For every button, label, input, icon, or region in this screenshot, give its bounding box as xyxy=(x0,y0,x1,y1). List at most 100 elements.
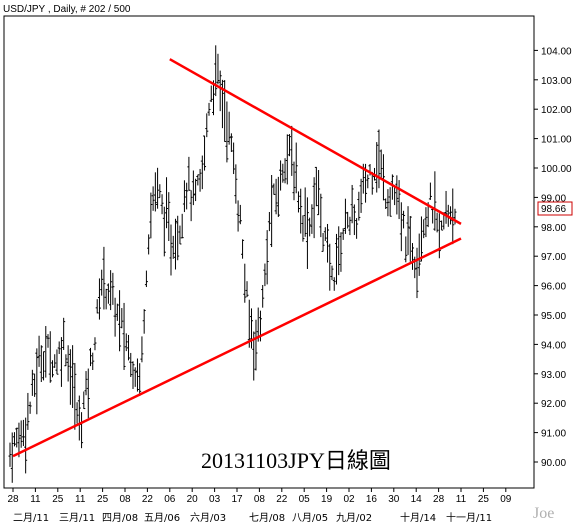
y-tick-label: 98.00 xyxy=(541,223,566,234)
ohlc-bar xyxy=(402,210,406,229)
ohlc-bar xyxy=(218,70,222,112)
ohlc-bar xyxy=(283,158,287,184)
ohlc-bar xyxy=(317,170,321,216)
ohlc-bar xyxy=(75,402,79,424)
ohlc-bar xyxy=(341,228,345,240)
ohlc-bar xyxy=(288,134,292,157)
ohlc-bar xyxy=(17,422,21,458)
x-month-label: 八月/05 xyxy=(292,512,328,524)
ohlc-bar xyxy=(270,175,274,248)
ohlc-bar xyxy=(111,272,115,305)
ohlc-bar xyxy=(160,194,164,215)
ohlc-bar xyxy=(323,227,327,241)
x-day-label: 11 xyxy=(456,494,467,505)
ohlc-bar xyxy=(276,176,280,217)
ohlc-bar xyxy=(205,113,209,138)
ohlc-bar xyxy=(142,309,146,334)
ohlc-bar xyxy=(106,283,110,304)
ohlc-bar xyxy=(352,204,356,236)
x-month-label: 三月/11 xyxy=(59,512,95,524)
ohlc-bar xyxy=(59,337,63,387)
ohlc-bar xyxy=(185,182,189,210)
ohlc-bar xyxy=(127,334,131,361)
ohlc-bar xyxy=(319,193,323,238)
ohlc-bar xyxy=(30,369,34,396)
ohlc-bar xyxy=(444,190,448,224)
x-day-label: 03 xyxy=(209,494,221,505)
ohlc-bar xyxy=(104,288,108,310)
ohlc-bar xyxy=(8,442,12,467)
ohlc-bar xyxy=(124,333,128,352)
ohlc-bar xyxy=(95,299,99,314)
ohlc-bar xyxy=(399,202,403,252)
ohlc-bar xyxy=(173,218,177,270)
ohlc-bar xyxy=(182,180,186,213)
y-tick-label: 95.00 xyxy=(541,311,566,322)
ohlc-bar xyxy=(337,226,341,276)
ohlc-bar xyxy=(21,419,25,447)
ohlc-bar xyxy=(305,197,309,269)
ohlc-bar xyxy=(68,349,72,405)
y-tick-label: 97.00 xyxy=(541,252,566,263)
ohlc-bar xyxy=(158,184,162,199)
ohlc-bar xyxy=(422,219,426,239)
x-day-label: 20 xyxy=(187,494,199,505)
ohlc-bar xyxy=(415,247,419,299)
ohlc-bar xyxy=(292,161,296,201)
ohlc-bar xyxy=(303,187,307,237)
ohlc-bar xyxy=(236,200,240,232)
ohlc-bar xyxy=(243,263,247,303)
ohlc-bar xyxy=(120,308,124,329)
watermark: Joe xyxy=(533,505,554,522)
ohlc-bar xyxy=(100,269,104,296)
ohlc-bar xyxy=(274,178,278,215)
ohlc-bar xyxy=(171,235,175,259)
ohlc-bar xyxy=(113,297,117,337)
ohlc-bar xyxy=(214,45,218,97)
ohlc-bar xyxy=(395,175,399,215)
ohlc-bar xyxy=(328,243,332,291)
ohlc-bar xyxy=(234,164,238,204)
ohlc-bar xyxy=(187,156,191,191)
ohlc-bar xyxy=(42,351,46,381)
ohlc-bar xyxy=(265,230,269,285)
ohlc-bar xyxy=(388,187,392,217)
ohlc-bar xyxy=(326,223,330,263)
y-tick-label: 93.00 xyxy=(541,370,566,381)
ohlc-bar xyxy=(196,174,200,186)
chart-header: USD/JPY , Daily, # 202 / 500 xyxy=(3,4,131,15)
ohlc-bar xyxy=(140,336,144,363)
ohlc-bar xyxy=(167,192,171,241)
x-day-label: 25 xyxy=(52,494,64,505)
x-day-label: 28 xyxy=(433,494,445,505)
ohlc-bar xyxy=(147,234,151,255)
ohlc-bar xyxy=(334,233,338,285)
y-tick-label: 101.00 xyxy=(541,135,572,146)
x-month-label: 九月/02 xyxy=(336,512,372,524)
x-day-label: 08 xyxy=(119,494,131,505)
y-tick-label: 92.00 xyxy=(541,399,566,410)
ohlc-bar xyxy=(339,232,343,272)
ohlc-bar xyxy=(133,367,137,387)
ohlc-bar xyxy=(355,218,359,239)
ohlc-bar xyxy=(232,142,236,175)
ohlc-bar xyxy=(71,345,75,408)
x-day-label: 22 xyxy=(142,494,154,505)
ohlc-bar xyxy=(165,177,169,229)
ohlc-bar xyxy=(194,178,198,202)
x-day-label: 25 xyxy=(97,494,109,505)
ohlc-bar xyxy=(169,224,173,276)
ohlc-bar xyxy=(263,263,267,287)
ohlc-bar xyxy=(115,303,119,321)
ohlc-bar xyxy=(207,102,211,116)
ohlc-bar xyxy=(424,207,428,238)
ohlc-bar xyxy=(281,163,285,183)
ohlc-bar xyxy=(50,360,54,378)
ohlc-bar xyxy=(241,239,245,259)
ohlc-bar xyxy=(91,352,95,371)
x-month-label: 四月/08 xyxy=(102,512,138,524)
ohlc-bar xyxy=(33,373,37,397)
ohlc-bar xyxy=(359,178,363,213)
